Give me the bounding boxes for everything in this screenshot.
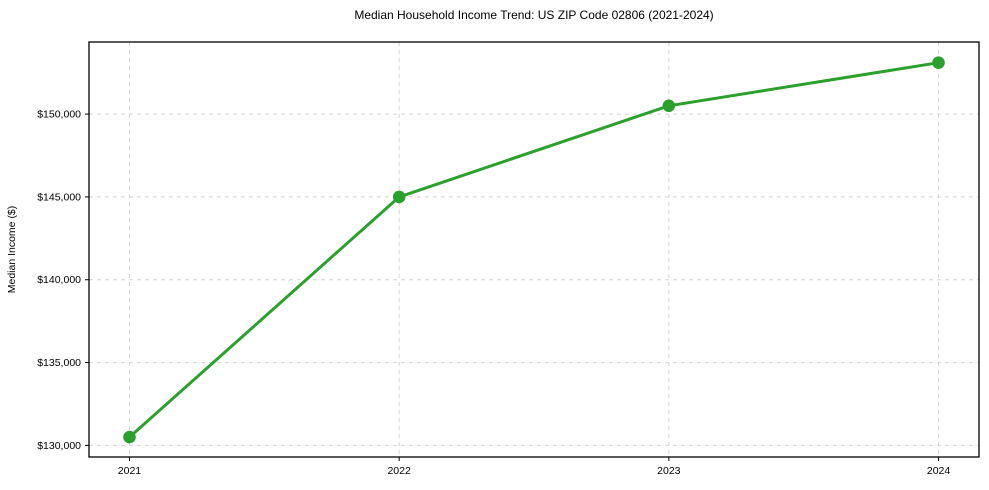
plot-border [88, 41, 980, 458]
y-tick-label: $135,000 [37, 357, 81, 369]
x-tick-label: 2022 [387, 465, 411, 477]
y-tick-label: $140,000 [37, 274, 81, 286]
data-point-marker [932, 56, 945, 69]
x-tick-label: 2024 [927, 465, 951, 477]
y-tick-label: $130,000 [37, 440, 81, 452]
data-point-marker [662, 99, 676, 113]
chart-title: Median Household Income Trend: US ZIP Co… [354, 8, 714, 22]
y-axis-label: Median Income ($) [6, 206, 18, 294]
y-tick-label: $145,000 [37, 191, 81, 203]
y-tick-label: $150,000 [37, 109, 81, 121]
data-point-marker [392, 190, 406, 204]
x-tick-label: 2023 [657, 465, 681, 477]
x-tick-label: 2021 [118, 465, 142, 477]
trend-line [128, 61, 940, 439]
data-point-marker [123, 430, 136, 444]
